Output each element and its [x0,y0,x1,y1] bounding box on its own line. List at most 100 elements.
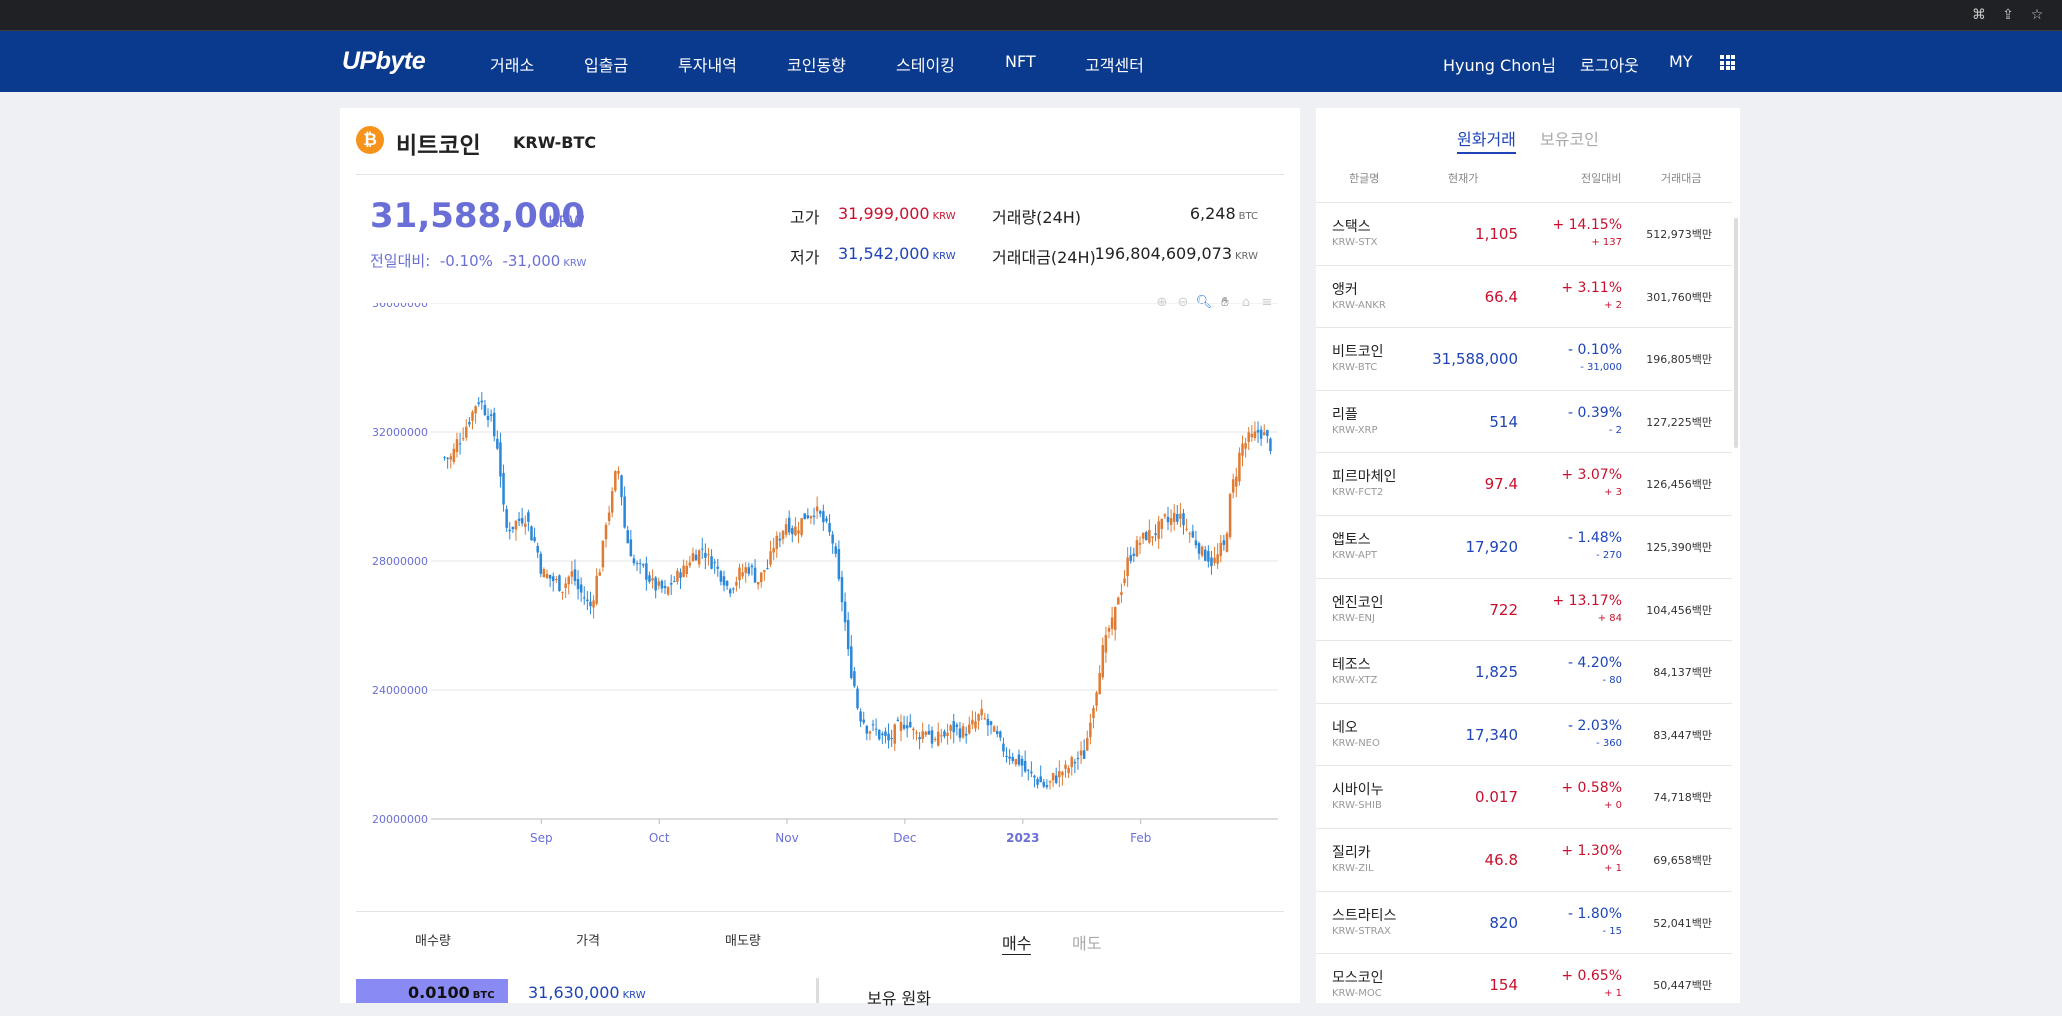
orderbook-price[interactable]: 31,630,000 KRW [528,983,646,1002]
coin-change-percent: - 0.10% [1568,342,1622,359]
nav-nft[interactable]: NFT [1005,52,1036,71]
coin-market-code: KRW-FCT2 [1332,487,1384,499]
market-row[interactable]: 스트라티스 KRW-STRAX 820 - 1.80% - 15 52,041백만 [1316,890,1732,954]
candle-body [1101,645,1105,678]
candle-body [1027,769,1030,771]
candle-body [548,574,552,579]
market-row[interactable]: 피르마체인 KRW-FCT2 97.4 + 3.07% + 3 126,456백만 [1316,452,1732,515]
candle-body [545,574,549,578]
tab-buy[interactable]: 매수 [1002,930,1032,955]
app-grid-icon[interactable] [1720,55,1735,70]
change-unit: KRW [563,258,587,269]
tab-krw-market[interactable]: 원화거래 [1457,126,1516,154]
coin-market-code: KRW-SHIB [1332,800,1382,812]
candle-body [775,535,779,549]
col-price-header: 현재가 [1448,172,1479,185]
market-scrollbar[interactable] [1734,218,1738,448]
tab-owned-coins[interactable]: 보유코인 [1540,130,1599,149]
bookmark-star-icon[interactable]: ☆ [2030,7,2044,23]
candle-body [673,581,676,583]
market-row[interactable]: 스택스 KRW-STX 1,105 + 14.15% + 137 512,973백만 [1316,202,1732,265]
candle-body [579,584,583,593]
market-row[interactable]: 테조스 KRW-XTZ 1,825 - 4.20% - 80 84,137백만 [1316,640,1732,703]
share-icon[interactable]: ⇪ [2002,7,2014,23]
coin-change-percent: + 13.17% [1552,592,1622,609]
my-page-link[interactable]: MY [1669,52,1693,71]
nav-customer-center[interactable]: 고객센터 [1085,56,1144,75]
candle-body [561,591,564,593]
candle-body [840,577,844,603]
candle-body [443,457,446,459]
change-percent: -0.10% [439,252,493,270]
coin-trade-volume: 196,805백만 [1646,353,1712,367]
candle-body [539,553,543,574]
tab-sell[interactable]: 매도 [1072,934,1102,953]
candle-body [933,739,937,741]
candle-body [524,523,527,527]
candle-body [1098,672,1101,695]
coin-trade-volume: 301,760백만 [1646,290,1712,304]
candle-body [759,572,763,583]
candle-body [576,579,580,590]
y-tick-label: 24000000 [372,684,428,697]
candle-body [725,581,729,586]
candle-body [1014,759,1018,765]
candle-body [918,736,921,740]
coin-name: 비트코인 [396,133,481,159]
orderbook-scrollbar[interactable] [816,978,819,1003]
nav-exchange[interactable]: 거래소 [490,56,535,75]
candle-body [530,526,533,541]
change-amount: -31,000 [502,252,561,270]
candle-body [846,619,850,650]
price-chart[interactable]: 36000000 32000000 28000000 24000000 20000000… [340,303,1300,893]
candle-body [496,438,499,449]
coin-current-price: 66.4 [1484,287,1518,306]
market-row[interactable]: 모스코인 KRW-MOC 154 + 0.65% + 1 50,447백만 [1316,953,1732,1016]
translate-icon[interactable]: ⌘ [1972,7,1986,23]
candle-body [1141,532,1145,539]
candle-body [1160,518,1164,530]
candle-body [1188,533,1191,535]
candle-body [977,714,980,721]
market-list-panel: 원화거래 보유코인 한글명 현재가 전일대비 거래대금 스택스 KRW-STX 1,… [1316,108,1740,1003]
coin-korean-name: 네오 [1332,719,1358,736]
candle-body [1067,768,1070,774]
market-row[interactable]: 앵커 KRW-ANKR 66.4 + 3.11% + 2 301,760백만 [1316,264,1732,328]
nav-deposit-withdraw[interactable]: 입출금 [584,56,629,75]
orderbook-qty[interactable]: 0.0100 BTC [408,983,495,1002]
y-tick-label: 32000000 [372,426,428,439]
bitcoin-icon: ₿ [356,126,384,154]
candle-body [747,567,751,574]
candle-body [756,582,760,585]
y-tick-label: 20000000 [372,813,428,826]
candle-body [1079,750,1083,756]
amount-value: 196,804,609,073 KRW [1094,244,1258,263]
market-row[interactable]: 앱토스 KRW-APT 17,920 - 1.48% - 270 125,390백만 [1316,514,1732,578]
coin-korean-name: 엔진코인 [1332,594,1384,611]
logout-link[interactable]: 로그아웃 [1580,56,1639,75]
coin-korean-name: 앱토스 [1332,531,1371,548]
market-row[interactable]: 비트코인 KRW-BTC 31,588,000 - 0.10% - 31,000 196,… [1316,327,1732,390]
market-row[interactable]: 질리카 KRW-ZIL 46.8 + 1.30% + 1 69,658백만 [1316,827,1732,891]
candle-body [527,512,530,522]
low-label: 저가 [790,248,820,267]
candle-body [1126,557,1129,577]
market-row[interactable]: 엔진코인 KRW-ENJ 722 + 13.17% + 84 104,456백만 [1316,577,1732,641]
nav-staking[interactable]: 스테이킹 [896,56,955,75]
user-name[interactable]: Hyung Chon님 [1443,56,1556,75]
coin-current-price: 514 [1489,412,1518,431]
top-navigation: UPbyte 거래소 입출금 투자내역 코인동향 스테이킹 NFT 고객센터 H… [0,31,2062,92]
candle-body [452,448,456,462]
coin-change-amount: - 2 [1608,424,1622,436]
candle-body [719,571,723,582]
site-logo[interactable]: UPbyte [342,47,426,75]
candle-body [741,572,744,577]
market-row[interactable]: 네오 KRW-NEO 17,340 - 2.03% - 360 83,447백만 [1316,702,1732,766]
market-row[interactable]: 리플 KRW-XRP 514 - 0.39% - 2 127,225백만 [1316,389,1732,453]
nav-coin-trends[interactable]: 코인동향 [787,56,846,75]
market-row[interactable]: 시바이누 KRW-SHIB 0.017 + 0.58% + 0 74,718백만 [1316,765,1732,828]
candle-body [1030,771,1033,774]
market-rows: 스택스 KRW-STX 1,105 + 14.15% + 137 512,973백만 앵커 K… [1316,202,1732,1016]
candle-body [753,567,757,583]
nav-investment-history[interactable]: 투자내역 [678,56,737,75]
